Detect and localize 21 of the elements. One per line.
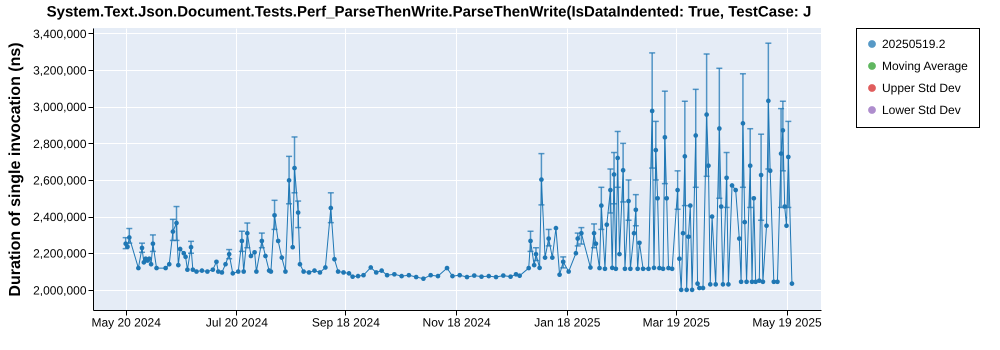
legend-label: Moving Average bbox=[882, 59, 968, 73]
y-tick-label: 3,400,000 bbox=[33, 26, 87, 41]
x-tick-label: Sep 18 2024 bbox=[312, 316, 380, 330]
y-tick-label: 2,000,000 bbox=[33, 283, 87, 298]
legend-label: Upper Std Dev bbox=[882, 81, 961, 95]
chart-title: System.Text.Json.Document.Tests.Perf_ParseThenWrite.ParseThenWrite(IsDataIndented: True, TestCase: J bbox=[46, 3, 812, 20]
y-tick-label: 2,800,000 bbox=[33, 136, 87, 151]
y-tick-label: 3,200,000 bbox=[33, 64, 87, 78]
x-tick-label: May 19 2025 bbox=[752, 316, 822, 330]
x-tick-label: Jan 18 2025 bbox=[534, 316, 601, 330]
x-tick-label: May 20 2024 bbox=[91, 316, 162, 330]
y-tick-label: 2,200,000 bbox=[33, 246, 87, 261]
legend-label: 20250519.2 bbox=[882, 37, 946, 51]
legend-label: Lower Std Dev bbox=[882, 103, 961, 117]
x-tick-label: Mar 19 2025 bbox=[642, 316, 710, 330]
y-tick-label: 3,000,000 bbox=[33, 100, 87, 114]
x-tick-label: Jul 20 2024 bbox=[206, 316, 268, 330]
y-tick-label: 2,400,000 bbox=[33, 210, 87, 224]
y-axis-title: Duration of single invocation (ns) bbox=[7, 42, 24, 297]
y-tick-label: 2,600,000 bbox=[33, 173, 87, 188]
x-tick-label: Nov 18 2024 bbox=[422, 316, 491, 330]
